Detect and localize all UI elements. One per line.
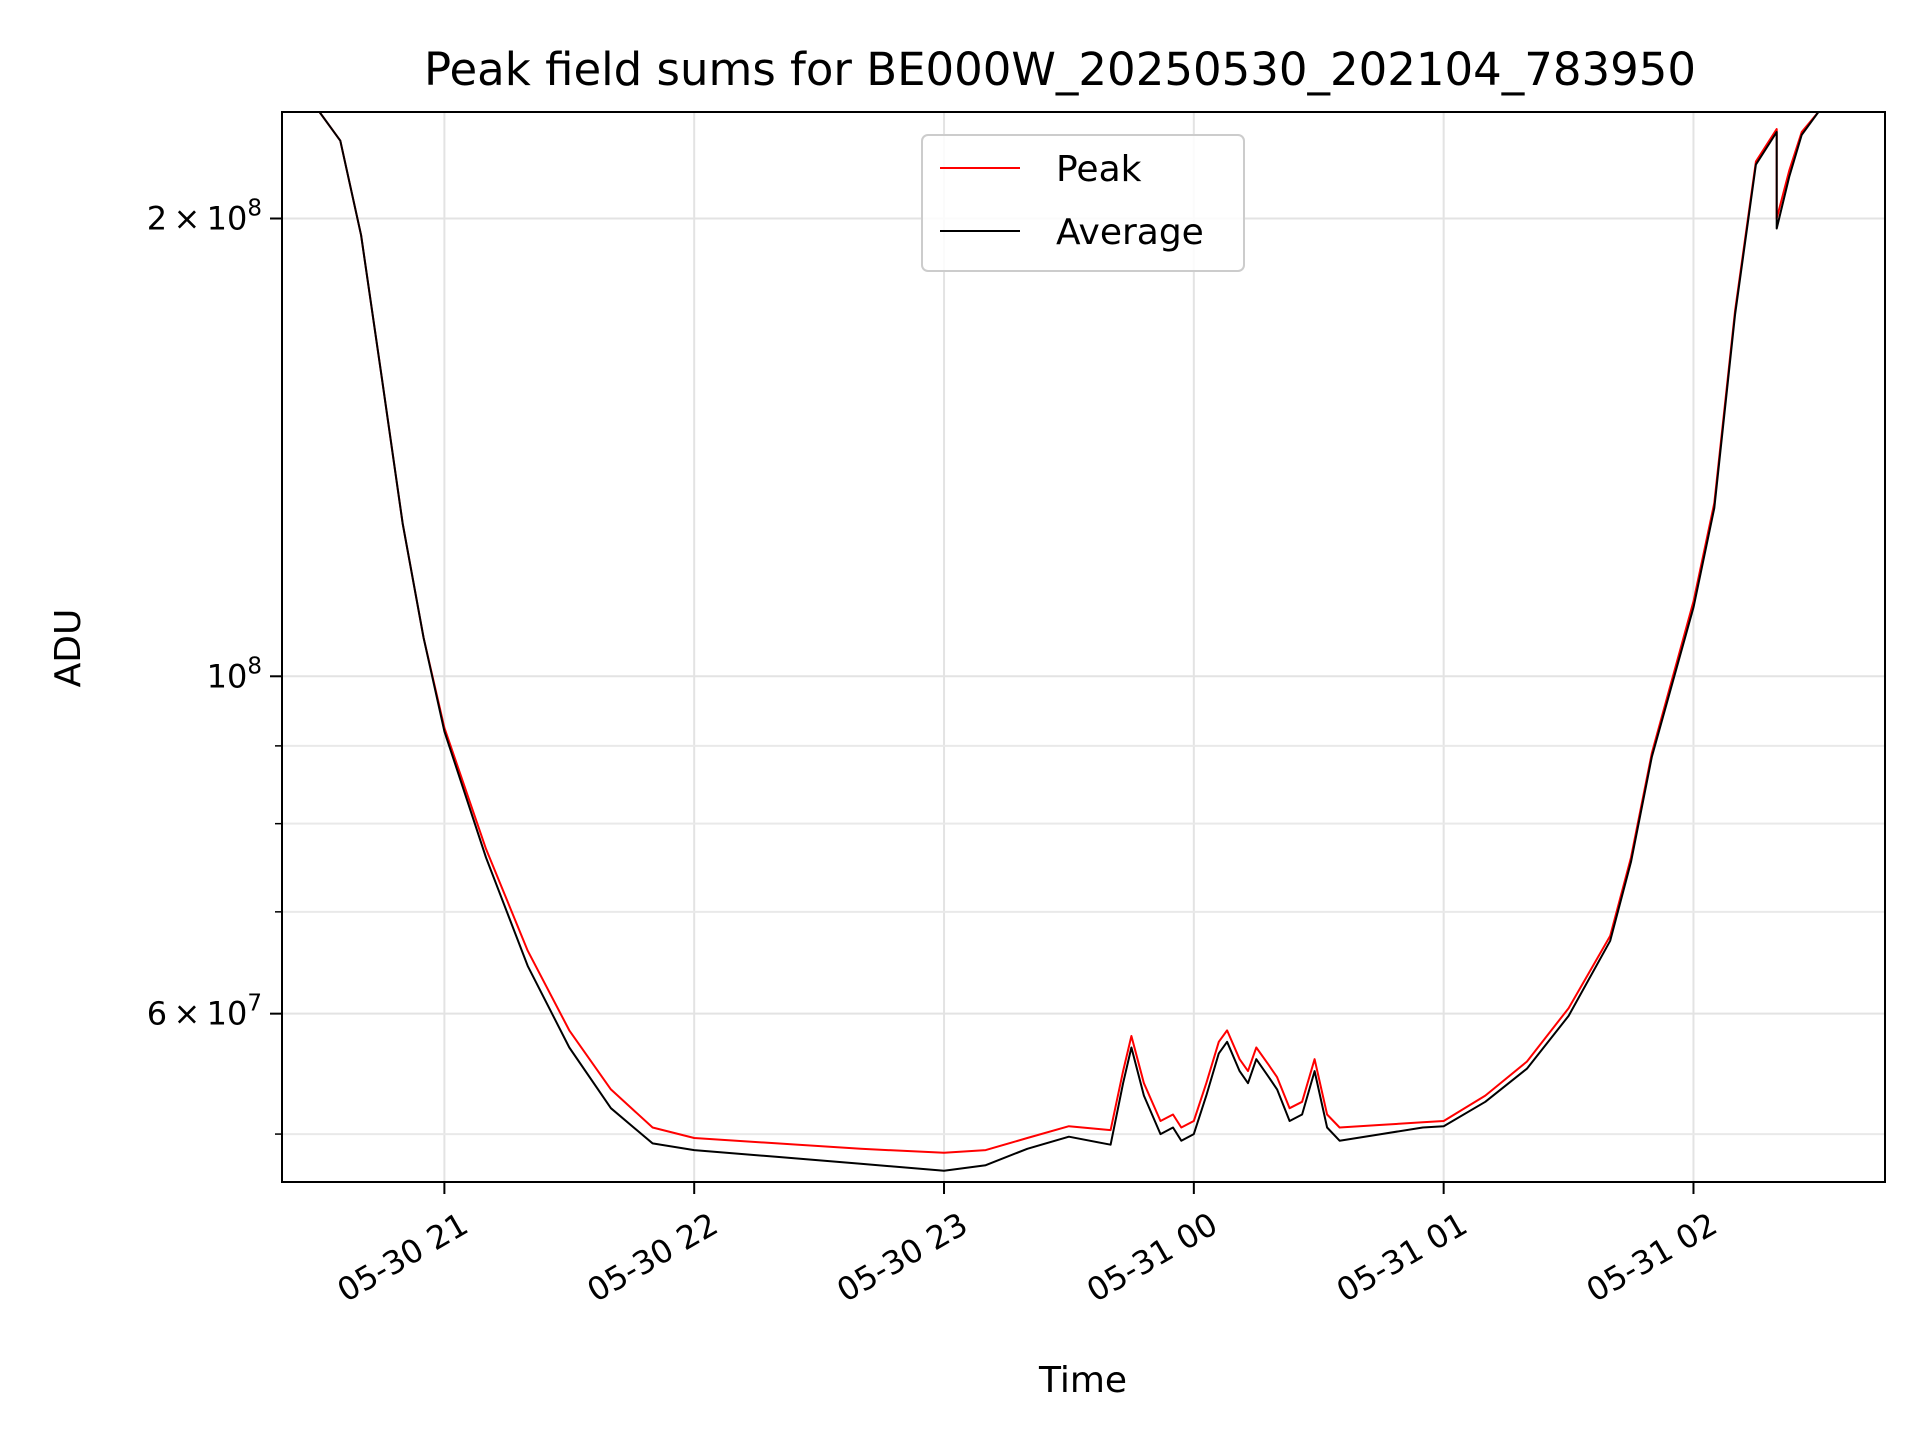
x-axis-label: Time	[1038, 1360, 1127, 1401]
plot-series	[282, 112, 1885, 1172]
y-tick-times: ×	[167, 995, 207, 1033]
y-axis-label: ADU	[48, 609, 89, 688]
y-tick-label: 108	[207, 653, 262, 695]
y-tick-base: 10	[207, 657, 248, 695]
y-tick-base: 10	[207, 200, 248, 238]
legend-label-peak: Peak	[1056, 149, 1142, 190]
chart-title: Peak field sums for BE000W_20250530_2021…	[424, 43, 1696, 96]
y-tick-base: 10	[207, 995, 248, 1033]
legend-label-average: Average	[1056, 212, 1204, 253]
y-tick-mantissa: 6	[147, 995, 167, 1033]
plot-frame	[281, 111, 1886, 1183]
y-tick-exponent: 8	[247, 653, 262, 679]
y-tick-mantissa: 2	[147, 200, 167, 238]
y-tick-times: ×	[167, 200, 207, 238]
legend: Peak Average	[921, 134, 1245, 272]
y-tick-label: 2 × 108	[147, 196, 262, 238]
y-tick-exponent: 7	[247, 991, 262, 1017]
series-line-peak	[282, 112, 1885, 1154]
series-line-average	[282, 112, 1885, 1172]
y-tick-exponent: 8	[247, 196, 262, 222]
y-tick-label: 6 × 107	[147, 991, 262, 1033]
